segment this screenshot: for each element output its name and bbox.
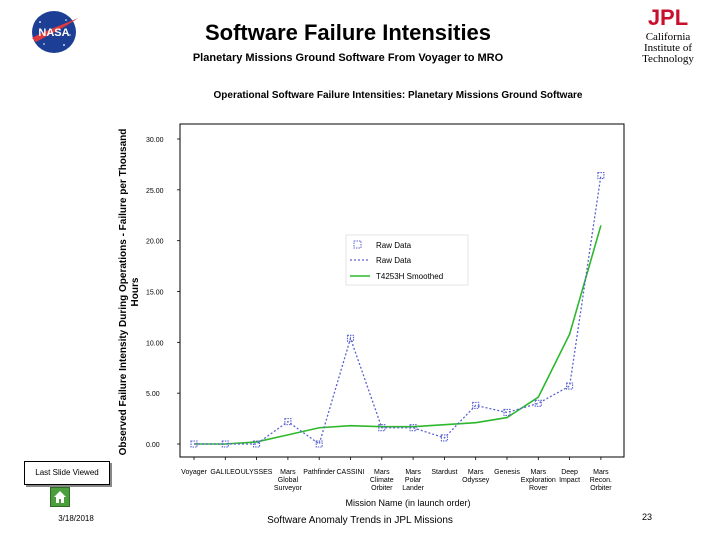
institution-name: California Institute of Technology [626, 32, 710, 65]
legend-marker-raw [353, 240, 362, 249]
x-tick-label: Mars [280, 469, 296, 476]
slide-subtitle: Planetary Missions Ground Software From … [192, 52, 504, 64]
raw-data-point [221, 440, 229, 448]
y-axis-ticks: 0.00 5.00 10.00 15.00 20.00 25.00 30.00 [146, 137, 180, 449]
x-tick-label: Polar [405, 477, 422, 484]
nasa-logo-text: NASA [38, 27, 69, 39]
y-axis-title-line: Hours [130, 277, 141, 306]
raw-data-point [346, 334, 355, 342]
x-tick-label: Global [278, 477, 299, 484]
x-tick-label: Mars [593, 469, 609, 476]
x-tick-label: Odyssey [462, 477, 490, 484]
legend-label-smoothed: T4253H Smoothed [376, 272, 443, 281]
raw-data-point [503, 408, 511, 417]
institution-line: Technology [642, 53, 694, 65]
x-tick-label: Voyager [181, 469, 207, 476]
x-tick-label: Rover [529, 485, 548, 492]
home-button[interactable] [50, 487, 70, 507]
chart-title: Operational Software Failure Intensities… [214, 90, 583, 101]
y-tick-label: 25.00 [146, 188, 164, 195]
x-tick-label: Climate [370, 477, 394, 484]
institution-line: California [645, 31, 691, 43]
x-tick-label: Mars [531, 469, 547, 476]
raw-data-point [534, 399, 542, 407]
plot-area [179, 123, 625, 458]
raw-data-point [284, 418, 292, 426]
x-tick-label: Mars [374, 469, 390, 476]
y-tick-label: 0.00 [146, 442, 160, 449]
raw-data-point [566, 382, 574, 390]
y-tick-label: 5.00 [146, 391, 160, 398]
raw-data-point [190, 440, 198, 448]
series-raw [190, 172, 605, 448]
y-axis-title-line: Observed Failure Intensity During Operat… [118, 129, 129, 456]
jpl-logo-block: JPL California Institute of Technology [626, 6, 710, 65]
home-icon [54, 491, 66, 503]
y-tick-label: 20.00 [146, 239, 164, 246]
raw-data-point [472, 401, 480, 409]
raw-data-point [378, 424, 386, 432]
y-tick-label: 30.00 [146, 137, 164, 144]
page-number: 23 [641, 512, 652, 522]
x-tick-label: Impact [559, 477, 580, 484]
raw-data-point [440, 434, 448, 442]
footer-date: 3/18/2018 [58, 514, 94, 523]
nasa-logo: NASA [32, 11, 78, 53]
raw-series-line [194, 175, 602, 446]
jpl-logo: JPL [648, 6, 688, 28]
x-tick-label: Orbiter [371, 485, 393, 492]
x-tick-label: Deep [561, 469, 578, 476]
y-tick-label: 10.00 [146, 340, 164, 347]
x-tick-label: Surveyor [274, 485, 303, 492]
y-tick-label: 15.00 [146, 290, 164, 297]
raw-data-point [315, 440, 323, 448]
raw-data-point [409, 424, 417, 432]
jpl-logo-text: JPL [648, 6, 688, 28]
x-tick-label: Mars [468, 469, 484, 476]
y-axis-title: Observed Failure Intensity During Operat… [118, 129, 141, 456]
x-tick-label: GALILEO [210, 469, 241, 476]
nasa-logo-vector [32, 18, 78, 42]
x-tick-label: Orbiter [590, 485, 612, 492]
x-tick-label: Stardust [431, 469, 457, 476]
raw-data-point [253, 440, 261, 448]
legend-label-raw-line: Raw Data [376, 256, 412, 265]
last-slide-viewed-button[interactable]: Last Slide Viewed [24, 461, 110, 485]
x-tick-label: ULYSSES [241, 469, 273, 476]
x-tick-label: Genesis [494, 469, 520, 476]
x-tick-label: Lander [402, 485, 424, 492]
raw-data-point [597, 172, 605, 180]
slide-title: Software Failure Intensities [204, 20, 492, 45]
x-tick-label: Pathfinder [303, 469, 336, 476]
footer-presentation-title: Software Anomaly Trends in JPL Missions [267, 515, 453, 526]
institution-line: Institute of [644, 42, 692, 54]
x-tick-label: CASSINI [336, 469, 364, 476]
legend-label-raw-marker: Raw Data [376, 241, 412, 250]
x-axis-categories: Voyager GALILEO ULYSSES MarsGlobalSurveyorP… [181, 457, 612, 492]
x-tick-label: Exploration [521, 477, 556, 484]
chart-legend: Raw Data Raw Data T4253H Smoothed [345, 234, 469, 286]
x-tick-label: Mars [405, 469, 421, 476]
x-tick-label: Recon. [590, 477, 612, 484]
x-axis-title: Mission Name (in launch order) [345, 498, 470, 508]
